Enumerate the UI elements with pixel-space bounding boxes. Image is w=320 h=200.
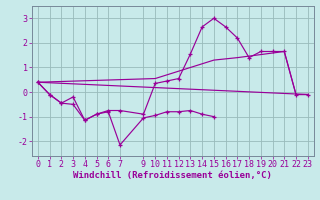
- X-axis label: Windchill (Refroidissement éolien,°C): Windchill (Refroidissement éolien,°C): [73, 171, 272, 180]
